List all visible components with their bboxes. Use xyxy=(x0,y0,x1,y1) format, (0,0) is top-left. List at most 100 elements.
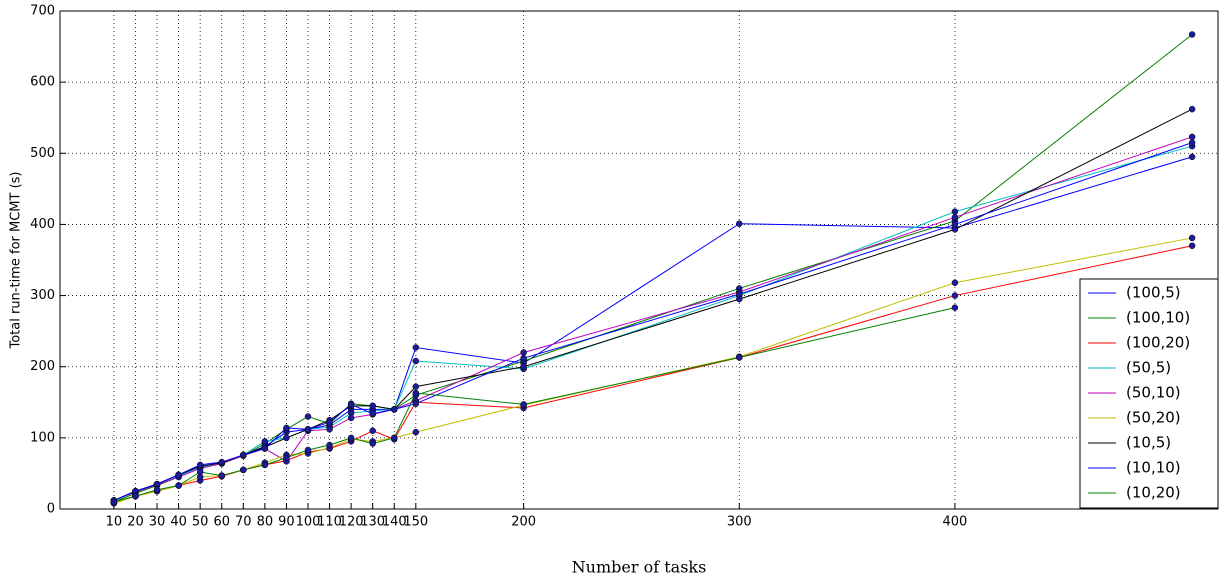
data-point xyxy=(412,383,420,390)
x-tick-label: 10 xyxy=(106,515,123,530)
series-line xyxy=(113,156,1193,501)
series-line xyxy=(113,145,1193,501)
data-point xyxy=(196,468,204,476)
data-point xyxy=(132,492,139,500)
x-tick-label: 120 xyxy=(339,515,364,530)
data-point xyxy=(261,461,269,469)
x-tick-label: 80 xyxy=(257,515,274,530)
data-point xyxy=(218,458,225,466)
data-point xyxy=(326,441,333,449)
legend-label: (10,20) xyxy=(1126,484,1181,502)
data-point xyxy=(347,401,355,408)
series-line xyxy=(113,237,1193,504)
legend-label: (100,20) xyxy=(1126,334,1190,352)
x-tick-label: 90 xyxy=(278,515,295,530)
data-point xyxy=(951,214,959,221)
plot-frame xyxy=(59,10,1219,510)
x-tick-label: 140 xyxy=(382,515,407,530)
legend-label: (100,5) xyxy=(1126,284,1181,302)
data-point xyxy=(951,221,959,228)
data-point xyxy=(412,357,420,365)
data-point xyxy=(736,290,743,298)
data-point xyxy=(1188,139,1196,146)
legend-label: (10,10) xyxy=(1126,459,1181,477)
x-tick-label: 70 xyxy=(235,515,252,530)
series-line xyxy=(113,108,1193,501)
data-point xyxy=(951,279,959,287)
data-point xyxy=(326,418,333,426)
y-tick-label: 300 xyxy=(30,288,55,303)
x-tick-label: 400 xyxy=(943,515,968,530)
x-tick-label: 300 xyxy=(727,515,752,530)
data-point xyxy=(110,498,118,506)
data-point xyxy=(951,292,959,299)
x-tick-label: 110 xyxy=(317,515,342,530)
y-tick-label: 500 xyxy=(30,146,55,161)
data-point xyxy=(153,486,161,494)
data-point xyxy=(1188,242,1196,250)
data-point xyxy=(412,428,420,436)
y-axis-label: Total run-time for MCMT (s) xyxy=(9,171,24,349)
x-tick-label: 30 xyxy=(149,515,166,530)
data-point xyxy=(412,400,420,407)
x-tick-label: 40 xyxy=(170,515,187,530)
x-axis-label: Number of tasks xyxy=(572,558,707,577)
data-point xyxy=(1188,234,1196,242)
x-tick-label: 60 xyxy=(213,515,230,530)
series-line xyxy=(113,307,956,503)
data-point xyxy=(261,438,269,445)
y-tick-label: 400 xyxy=(30,217,55,232)
data-point xyxy=(304,413,312,420)
data-point xyxy=(951,208,959,215)
data-point xyxy=(369,440,376,447)
legend-label: (100,10) xyxy=(1126,309,1190,327)
data-point xyxy=(412,344,420,351)
data-point xyxy=(240,466,247,474)
data-point xyxy=(520,363,527,370)
legend-label: (10,5) xyxy=(1126,434,1171,452)
y-tick-label: 100 xyxy=(30,430,55,445)
legend-label: (50,5) xyxy=(1126,359,1171,377)
data-point xyxy=(412,389,420,397)
data-point xyxy=(283,434,290,442)
data-point xyxy=(390,434,398,442)
data-point xyxy=(347,414,355,422)
data-point xyxy=(390,406,398,413)
data-point xyxy=(261,445,269,452)
data-point xyxy=(520,349,527,356)
data-point xyxy=(1188,31,1196,38)
data-point xyxy=(283,424,290,432)
x-tick-label: 130 xyxy=(360,515,385,530)
data-point xyxy=(736,354,743,361)
data-point xyxy=(196,461,204,469)
data-point xyxy=(1188,105,1196,113)
data-point xyxy=(369,402,376,410)
data-point xyxy=(326,426,333,433)
x-tick-label: 100 xyxy=(296,515,321,530)
data-point xyxy=(520,401,527,408)
data-point xyxy=(304,446,312,454)
data-point xyxy=(520,354,527,362)
data-point xyxy=(1188,153,1196,161)
series-line xyxy=(113,245,1193,504)
y-tick-label: 700 xyxy=(30,4,55,19)
data-point xyxy=(283,454,290,462)
data-point xyxy=(369,410,376,417)
legend-label: (50,20) xyxy=(1126,409,1181,427)
x-tick-label: 200 xyxy=(511,515,536,530)
x-tick-label: 50 xyxy=(192,515,209,530)
y-tick-label: 0 xyxy=(47,502,55,517)
x-tick-label: 20 xyxy=(127,515,144,530)
x-tick-label: 150 xyxy=(403,515,428,530)
legend-label: (50,10) xyxy=(1126,384,1181,402)
data-point xyxy=(736,220,743,227)
data-point xyxy=(153,480,161,488)
data-point xyxy=(304,426,312,433)
data-point xyxy=(951,304,959,311)
data-point xyxy=(175,482,182,489)
legend: (100,5) (100,10) (100,20) (50,5) (50,10) (50,… xyxy=(1079,278,1219,509)
data-point xyxy=(369,427,376,434)
series-line xyxy=(113,142,1193,501)
